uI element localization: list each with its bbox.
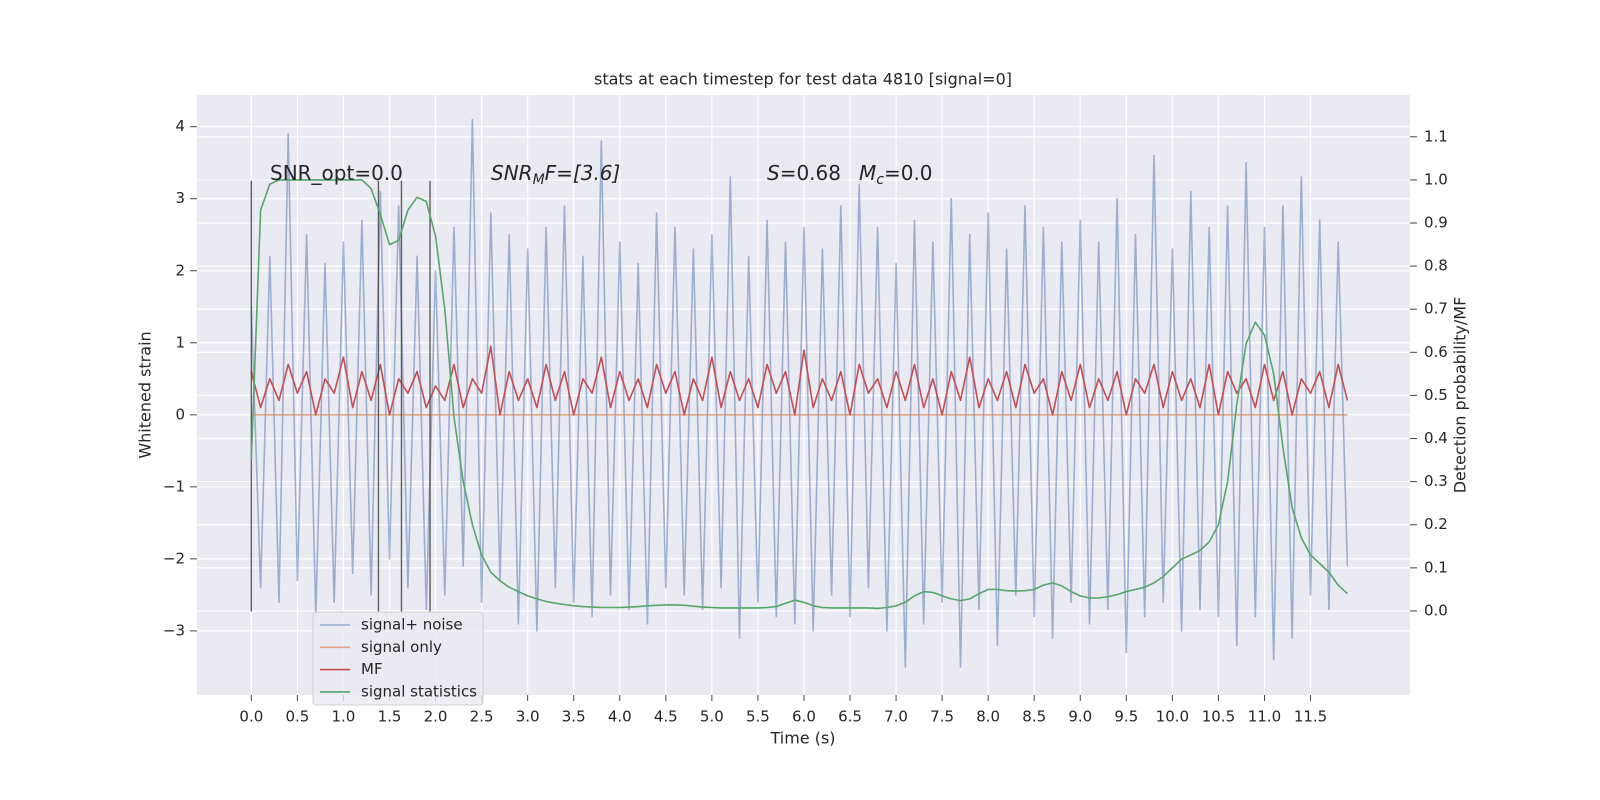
x-tick-label: 8.0 bbox=[976, 708, 1000, 726]
x-tick-label: 4.5 bbox=[654, 708, 678, 726]
y-tick-label: 3 bbox=[175, 189, 185, 207]
series-line bbox=[250, 118, 1349, 668]
x-tick-label: 5.0 bbox=[700, 708, 724, 726]
series-line bbox=[250, 345, 1349, 416]
y-axis-label: Whitened strain bbox=[136, 331, 155, 458]
legend-label: MF bbox=[361, 660, 383, 678]
x-tick-label: 6.5 bbox=[838, 708, 862, 726]
annotation-part: M bbox=[533, 172, 545, 188]
x-tick-label: 2.0 bbox=[424, 708, 448, 726]
y-tick-label: 1 bbox=[175, 333, 185, 351]
annotation-part: M bbox=[859, 161, 876, 185]
y-tick-label: 0 bbox=[175, 405, 185, 423]
annotation-part: c bbox=[876, 172, 884, 188]
x-tick-label: 0.5 bbox=[285, 708, 309, 726]
x-tick-label: 9.0 bbox=[1068, 708, 1092, 726]
legend: signal+ noise signal only MF signal statist… bbox=[312, 611, 484, 706]
x-tick-label: 10.5 bbox=[1202, 708, 1235, 726]
x-tick-label: 3.5 bbox=[562, 708, 586, 726]
x-tick-label: 1.5 bbox=[378, 708, 402, 726]
x-tick-label: 2.5 bbox=[470, 708, 494, 726]
annotation: SNR_opt=0.0 bbox=[270, 161, 403, 185]
chart-title: stats at each timestep for test data 481… bbox=[594, 70, 1012, 89]
y2-tick-label: 0.7 bbox=[1424, 300, 1448, 318]
y2-tick-label: 1.1 bbox=[1424, 127, 1448, 145]
x-tick-label: 7.5 bbox=[930, 708, 954, 726]
x-tick-label: 7.0 bbox=[884, 708, 908, 726]
y-tick-label: −1 bbox=[163, 477, 185, 495]
x-tick-label: 8.5 bbox=[1022, 708, 1046, 726]
y2-tick-label: 1.0 bbox=[1424, 170, 1448, 188]
annotation-part: SNR bbox=[491, 161, 533, 185]
y2-tick-label: 0.2 bbox=[1424, 515, 1448, 533]
x-tick-label: 1.0 bbox=[332, 708, 356, 726]
legend-label: signal statistics bbox=[361, 682, 477, 700]
y2-tick-label: 0.3 bbox=[1424, 472, 1448, 490]
y2-tick-label: 0.1 bbox=[1424, 558, 1448, 576]
x-tick-label: 11.0 bbox=[1248, 708, 1281, 726]
x-tick-label: 10.0 bbox=[1156, 708, 1189, 726]
annotation-part: S bbox=[767, 161, 780, 185]
annotation-part: =0.68 bbox=[780, 161, 841, 185]
y2-axis-label: Detection probability/MF bbox=[1451, 297, 1470, 494]
y2-tick-label: 0.4 bbox=[1424, 429, 1448, 447]
y2-tick-label: 0.9 bbox=[1424, 214, 1448, 232]
legend-label: signal+ noise bbox=[361, 616, 463, 634]
annotation-part: =0.0 bbox=[884, 161, 933, 185]
marks bbox=[250, 118, 1349, 668]
legend-box bbox=[312, 611, 484, 706]
series-line bbox=[250, 179, 1348, 610]
x-tick-label: 4.0 bbox=[608, 708, 632, 726]
x-tick-label: 5.5 bbox=[746, 708, 770, 726]
y-tick-label: −3 bbox=[163, 621, 185, 639]
x-tick-label: 0.0 bbox=[239, 708, 263, 726]
x-tick-label: 3.0 bbox=[516, 708, 540, 726]
y-tick-label: 2 bbox=[175, 261, 185, 279]
annotation: S=0.68 Mc=0.0 bbox=[767, 161, 933, 188]
x-tick-label: 11.5 bbox=[1294, 708, 1327, 726]
x-tick-label: 6.0 bbox=[792, 708, 816, 726]
y2-tick-label: 0.6 bbox=[1424, 343, 1448, 361]
y2-tick-label: 0.8 bbox=[1424, 257, 1448, 275]
y-tick-label: −2 bbox=[163, 549, 185, 567]
x-axis-label: Time (s) bbox=[769, 729, 835, 748]
annotation-part: F=[3.6] bbox=[545, 161, 621, 185]
legend-label: signal only bbox=[361, 638, 442, 656]
x-tick-label: 9.5 bbox=[1114, 708, 1138, 726]
y-tick-label: 4 bbox=[175, 117, 185, 135]
y2-tick-label: 0.5 bbox=[1424, 386, 1448, 404]
annotation: SNRMF=[3.6] bbox=[491, 161, 620, 188]
y2-tick-label: 0.0 bbox=[1424, 601, 1448, 619]
